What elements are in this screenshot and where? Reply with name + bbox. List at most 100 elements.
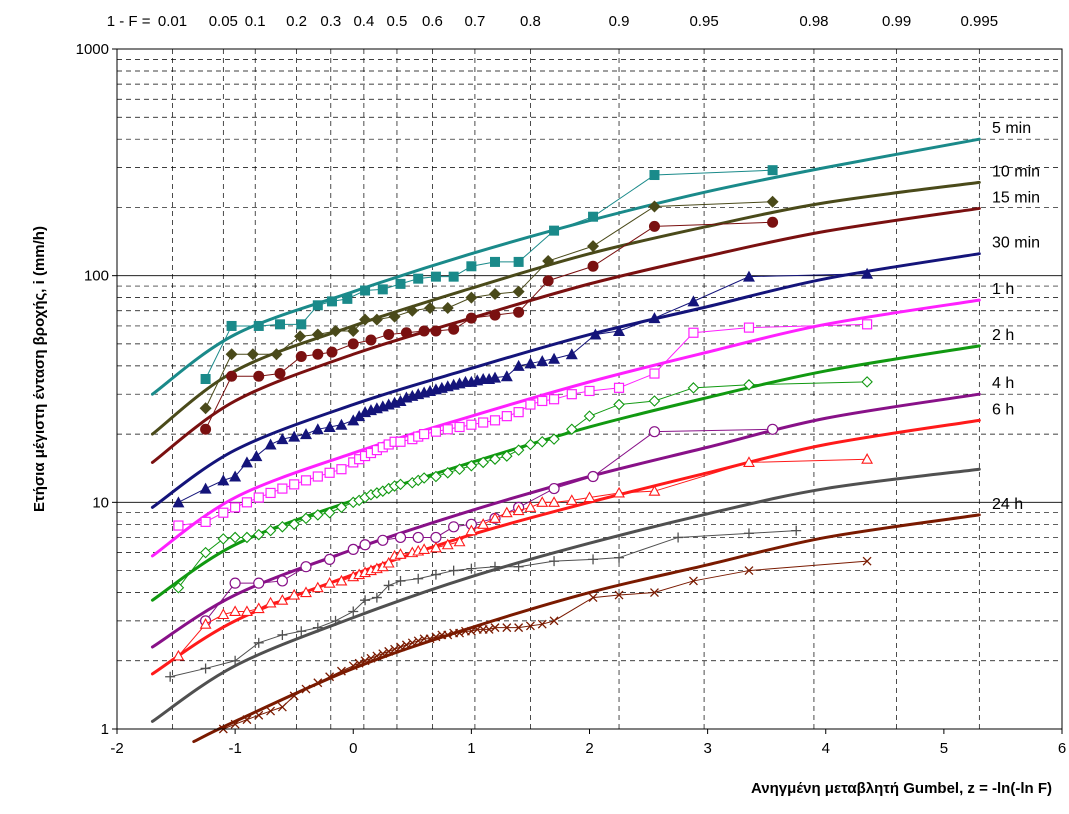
x-marker	[514, 623, 524, 633]
series-labels: 5 min 10 min 15 min 30 min 1 h 2 h 4 h 6 h 24 h	[992, 120, 1040, 513]
plus-marker	[614, 552, 625, 563]
top-tick-label: 0.1	[245, 13, 266, 30]
diamond-marker	[335, 501, 348, 514]
y-tick-label: 1	[101, 721, 109, 738]
circle-marker	[377, 534, 389, 546]
square-marker	[395, 278, 406, 289]
diamond-marker	[441, 302, 454, 315]
circle-marker	[274, 368, 286, 380]
square-marker	[549, 225, 560, 236]
triangle-marker	[512, 504, 525, 516]
top-tick-label: 0.4	[353, 13, 374, 30]
triangle-marker	[430, 541, 442, 553]
triangle-marker	[394, 548, 407, 559]
plus-marker	[253, 637, 264, 648]
x-tick-label: -1	[228, 740, 241, 757]
triangle-marker	[536, 355, 549, 367]
square-marker	[466, 261, 477, 272]
y-axis-title: Ετήσια μέγιστη ένταση βροχής, i (mm/h)	[31, 226, 48, 512]
square-marker	[289, 479, 300, 490]
triangle-marker	[382, 556, 395, 568]
diamond-marker	[388, 310, 401, 323]
square-marker	[767, 165, 778, 176]
triangle-marker	[300, 428, 312, 440]
square-marker	[342, 293, 353, 304]
top-tick-label: 0.95	[689, 13, 718, 30]
x-tick-label: 3	[703, 740, 711, 757]
series-label: 30 min	[992, 235, 1040, 252]
square-marker	[277, 483, 288, 494]
plus-marker	[448, 565, 459, 576]
x-tick-label: -2	[110, 740, 123, 757]
square-marker	[253, 492, 264, 503]
diamond-marker	[648, 395, 661, 407]
series-label: 5 min	[992, 120, 1031, 137]
x-tick-label: 6	[1058, 740, 1066, 757]
diamond-marker	[477, 456, 489, 469]
triangle-marker	[418, 543, 431, 554]
x-marker	[525, 621, 535, 631]
x-marker	[366, 653, 376, 663]
square-marker	[525, 399, 536, 410]
top-tick-label: 0.01	[158, 13, 187, 30]
top-tick-label: 0.05	[209, 13, 238, 30]
x-marker	[360, 656, 370, 666]
square-marker	[548, 394, 560, 405]
x-marker	[502, 623, 512, 633]
square-marker	[377, 284, 388, 295]
square-marker	[326, 296, 337, 307]
square-marker	[448, 271, 459, 282]
diamond-marker	[418, 472, 430, 484]
diamond-marker	[648, 200, 661, 213]
circle-marker	[648, 220, 660, 232]
square-marker	[430, 271, 441, 282]
circle-marker	[383, 329, 395, 341]
circle-marker	[326, 346, 338, 358]
series-label: 10 min	[992, 163, 1040, 180]
circle-marker	[489, 309, 501, 321]
series-label: 15 min	[992, 189, 1040, 206]
triangle-marker	[489, 371, 501, 383]
fit-curve	[150, 418, 981, 676]
diamond-marker	[252, 528, 265, 541]
square-marker	[743, 322, 755, 333]
circle-marker	[394, 531, 407, 544]
plus-marker	[312, 622, 323, 633]
triangle-marker	[252, 602, 265, 614]
circle-marker	[448, 521, 460, 533]
plus-marker	[165, 671, 176, 682]
square-marker	[413, 273, 424, 284]
square-marker	[688, 327, 699, 338]
top-tick-label: 0.7	[464, 13, 485, 30]
triangle-marker	[565, 348, 578, 360]
triangle-marker	[288, 588, 301, 600]
plus-marker	[200, 663, 211, 674]
diamond-marker	[347, 325, 360, 338]
diamond-marker	[441, 467, 454, 479]
circle-marker	[766, 423, 779, 435]
circle-marker	[587, 470, 599, 483]
diamond-marker	[583, 410, 596, 422]
triangle-marker	[453, 535, 466, 547]
plus-marker	[277, 629, 288, 640]
triangle-marker	[311, 423, 324, 435]
x-marker	[413, 636, 423, 646]
plus-marker	[430, 569, 441, 580]
tick-labels: -2 -1 0 1 2 3 4 5 6 1 10 100 1000 1 - F = 0.01 0.05 0.1 0…	[76, 13, 1067, 757]
triangle-marker	[335, 418, 348, 430]
series-label: 24 h	[992, 496, 1023, 513]
x-marker	[372, 651, 382, 661]
x-marker	[384, 646, 394, 656]
top-tick-label: 0.5	[387, 13, 408, 30]
triangle-marker	[524, 501, 537, 512]
x-marker	[313, 678, 323, 688]
plus-marker	[296, 626, 307, 637]
square-marker	[588, 211, 599, 222]
x-marker	[378, 649, 388, 659]
top-tick-label: 0.98	[799, 13, 828, 30]
x-tick-label: 2	[585, 740, 593, 757]
circle-marker	[253, 577, 265, 589]
triangle-marker	[264, 438, 277, 450]
triangle-marker	[335, 574, 348, 586]
fit-curve	[192, 513, 981, 744]
